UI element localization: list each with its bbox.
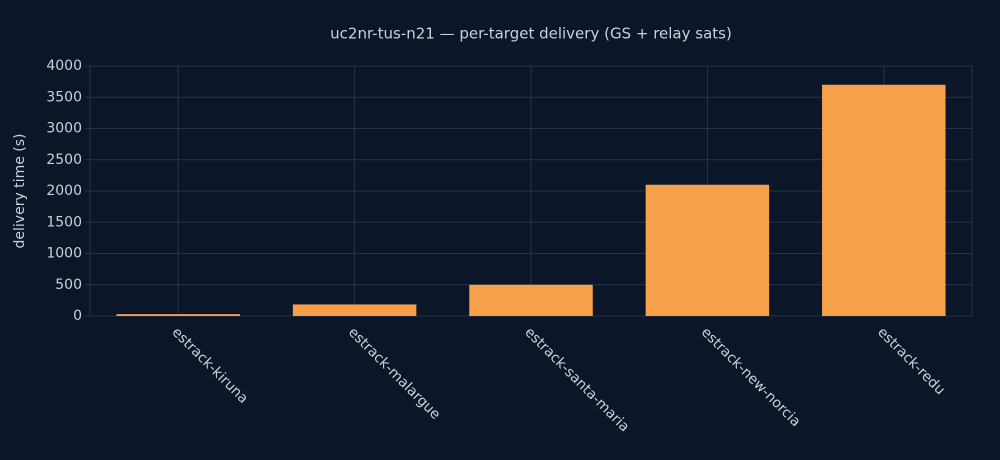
y-tick-label: 500 bbox=[55, 277, 82, 293]
y-tick-label: 0 bbox=[73, 308, 82, 324]
y-tick-label: 2000 bbox=[46, 183, 82, 199]
bar bbox=[116, 314, 240, 316]
y-tick-label: 2500 bbox=[46, 152, 82, 168]
bar bbox=[822, 84, 946, 316]
y-tick-label: 3000 bbox=[46, 121, 82, 137]
bar bbox=[469, 284, 593, 316]
bar bbox=[645, 184, 770, 316]
y-tick-label: 1000 bbox=[46, 246, 82, 262]
y-tick-label: 3500 bbox=[46, 89, 82, 105]
bar bbox=[292, 304, 417, 316]
y-tick-label: 1500 bbox=[46, 214, 82, 230]
y-axis-label: delivery time (s) bbox=[12, 134, 28, 249]
chart-title: uc2nr-tus-n21 — per-target delivery (GS … bbox=[330, 25, 732, 43]
y-tick-label: 4000 bbox=[46, 58, 82, 74]
